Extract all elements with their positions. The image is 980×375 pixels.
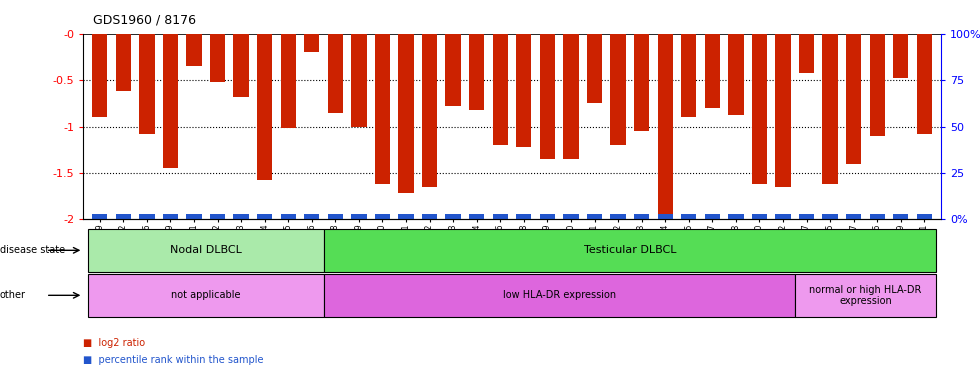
Bar: [327, 34, 343, 112]
Text: disease state: disease state: [0, 245, 65, 255]
Bar: [564, 214, 578, 219]
Bar: [210, 214, 225, 219]
Bar: [705, 34, 720, 108]
Bar: [186, 214, 202, 219]
Bar: [728, 34, 744, 116]
Bar: [822, 214, 838, 219]
Bar: [634, 214, 650, 219]
Bar: [399, 34, 414, 194]
Bar: [374, 214, 390, 219]
Bar: [446, 214, 461, 219]
Text: other: other: [0, 290, 26, 300]
Bar: [634, 34, 650, 131]
Bar: [846, 34, 861, 164]
Bar: [163, 34, 178, 168]
Bar: [658, 34, 673, 215]
Bar: [92, 34, 108, 117]
Bar: [399, 214, 414, 219]
Bar: [916, 34, 932, 134]
Bar: [587, 214, 602, 219]
Bar: [257, 34, 272, 180]
Bar: [869, 34, 885, 136]
Bar: [186, 34, 202, 66]
Bar: [775, 34, 791, 187]
Bar: [916, 214, 932, 219]
Bar: [304, 34, 319, 53]
Text: Nodal DLBCL: Nodal DLBCL: [170, 245, 242, 255]
Bar: [611, 214, 625, 219]
Bar: [728, 214, 744, 219]
Bar: [752, 34, 767, 184]
Text: normal or high HLA-DR
expression: normal or high HLA-DR expression: [809, 285, 921, 306]
Bar: [233, 214, 249, 219]
Bar: [611, 34, 625, 145]
Bar: [846, 214, 861, 219]
Bar: [257, 214, 272, 219]
Bar: [822, 34, 838, 184]
Bar: [139, 214, 155, 219]
Bar: [893, 34, 908, 78]
Bar: [893, 214, 908, 219]
Bar: [540, 214, 555, 219]
Bar: [116, 34, 131, 91]
Bar: [116, 214, 131, 219]
Bar: [163, 214, 178, 219]
Bar: [304, 214, 319, 219]
Bar: [422, 34, 437, 187]
Text: ■  percentile rank within the sample: ■ percentile rank within the sample: [83, 355, 264, 365]
Bar: [752, 214, 767, 219]
Bar: [351, 214, 367, 219]
Bar: [658, 214, 673, 219]
Bar: [681, 214, 697, 219]
Bar: [587, 34, 602, 104]
Bar: [422, 214, 437, 219]
Bar: [799, 214, 814, 219]
Text: ■  log2 ratio: ■ log2 ratio: [83, 338, 145, 348]
Bar: [493, 34, 508, 145]
Bar: [775, 214, 791, 219]
Bar: [493, 214, 508, 219]
Text: Testicular DLBCL: Testicular DLBCL: [583, 245, 676, 255]
Bar: [280, 34, 296, 128]
Bar: [374, 34, 390, 184]
Bar: [233, 34, 249, 97]
Bar: [705, 214, 720, 219]
Bar: [469, 214, 484, 219]
Bar: [469, 34, 484, 110]
Text: not applicable: not applicable: [172, 290, 240, 300]
Bar: [327, 214, 343, 219]
Bar: [210, 34, 225, 82]
Bar: [516, 34, 531, 147]
Bar: [280, 214, 296, 219]
Bar: [516, 214, 531, 219]
Bar: [564, 34, 578, 159]
Text: low HLA-DR expression: low HLA-DR expression: [503, 290, 615, 300]
Bar: [92, 214, 108, 219]
Bar: [681, 34, 697, 117]
Bar: [799, 34, 814, 73]
Bar: [540, 34, 555, 159]
Bar: [869, 214, 885, 219]
Bar: [351, 34, 367, 127]
Bar: [446, 34, 461, 106]
Text: GDS1960 / 8176: GDS1960 / 8176: [93, 13, 196, 26]
Bar: [139, 34, 155, 134]
